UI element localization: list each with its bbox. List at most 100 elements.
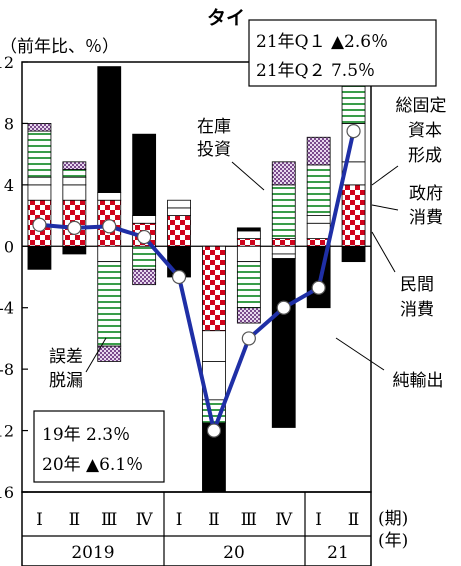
y-tick-label: -8	[0, 360, 14, 379]
label-fixed-capital-1: 総固定	[396, 96, 447, 116]
gdp-point	[67, 220, 82, 235]
chart-title: タイ	[207, 7, 245, 29]
bar-segment	[97, 261, 122, 347]
bar-segment	[97, 66, 122, 193]
quarter-growth-box	[248, 19, 437, 87]
annual-growth-box	[33, 410, 165, 483]
bar-segment	[132, 215, 157, 224]
year-label-20: 20	[223, 543, 245, 563]
bar-segment	[236, 230, 261, 240]
bar-segment	[27, 176, 52, 186]
bar-segment	[97, 345, 122, 362]
annual-growth-2019: 19年 2.3％	[42, 425, 130, 445]
bar-segment	[236, 307, 261, 324]
year-label-21: 21	[327, 543, 349, 563]
bar-segment	[271, 245, 296, 255]
label-inventory-2: 投資	[197, 140, 231, 160]
bar-segment	[27, 130, 52, 178]
bar-segment	[236, 238, 261, 247]
bar-segment	[271, 253, 296, 259]
y-tick-label: -4	[0, 299, 14, 318]
bar-segment	[132, 245, 157, 270]
bar-segment	[271, 238, 296, 247]
x-quarter-label: Ⅱ	[69, 510, 81, 530]
y-axis-label: （前年比、％）	[0, 37, 119, 57]
bar-segment	[306, 222, 331, 240]
leader-government	[371, 204, 399, 211]
x-unit-label: (期)	[378, 509, 408, 529]
bar-segment	[62, 169, 87, 178]
x-quarter-label: Ⅰ	[36, 510, 43, 530]
y-ticks: 12 8 4 0 -4 -8 -12 -16	[0, 53, 28, 502]
label-net-exports: 純輸出	[393, 371, 444, 391]
bar-segment	[236, 261, 261, 309]
bar-segment	[167, 215, 191, 247]
bar-segment	[62, 161, 87, 170]
x-quarter-label: Ⅱ	[348, 510, 360, 530]
y-tick-label: 8	[4, 114, 14, 133]
bar-segment	[306, 215, 331, 224]
gdp-point	[346, 124, 361, 139]
gdp-point	[241, 331, 256, 346]
bar-segment	[27, 184, 52, 201]
gdp-point	[171, 269, 187, 285]
bar-segment	[132, 268, 157, 286]
leader-inventory	[231, 161, 265, 191]
bar-segment	[97, 192, 122, 201]
gdp-point	[137, 229, 152, 245]
bar-segment	[236, 227, 261, 232]
bar-segment	[27, 123, 52, 132]
leader-fixed-capital	[371, 165, 399, 186]
year-unit-label: (年)	[378, 531, 408, 551]
bar-segment	[271, 258, 296, 428]
leader-net-exports	[335, 337, 385, 371]
label-error-2: 脱漏	[49, 371, 83, 391]
leader-error	[85, 337, 107, 373]
x-quarter-label: Ⅰ	[315, 510, 322, 530]
bar-segment	[132, 133, 157, 216]
gdp-point	[32, 217, 47, 232]
bar-segment	[167, 199, 191, 209]
bar-segment	[97, 245, 122, 263]
label-error-1: 誤差	[49, 347, 83, 367]
y-tick-label: 4	[4, 176, 14, 195]
gdp-line	[32, 124, 361, 438]
x-quarter-label: Ⅳ	[275, 510, 293, 530]
label-fixed-capital-3: 形成	[408, 146, 442, 166]
gdp-point	[206, 423, 222, 438]
annual-growth-2020: 20年 ▲6.1％	[42, 455, 143, 475]
bar-segment	[62, 176, 87, 186]
bar-segment	[167, 207, 191, 216]
y-tick-label: 12	[0, 53, 14, 72]
gdp-point	[276, 300, 291, 315]
label-fixed-capital-2: 資本	[408, 121, 442, 141]
gdp-point	[102, 219, 117, 234]
y-tick-label: -12	[0, 422, 14, 441]
bar-segment	[27, 245, 52, 270]
bar-segment	[236, 245, 261, 263]
quarter-growth-q1: 21年Q１ ▲2.6％	[256, 32, 388, 52]
x-quarter-label: Ⅲ	[101, 510, 117, 530]
bar-segment	[62, 245, 87, 255]
label-private-2: 消費	[400, 300, 434, 320]
x-quarter-label: Ⅱ	[208, 510, 220, 530]
label-government-2: 消費	[409, 208, 443, 228]
bar-segment	[306, 136, 331, 166]
bar-segment	[271, 161, 296, 186]
x-axis-table	[21, 491, 372, 566]
bar-segment	[341, 245, 366, 263]
year-label-2019: 2019	[71, 543, 114, 563]
quarter-growth-q2: 21年Q２ 7.5％	[256, 61, 375, 81]
bar-segment	[202, 245, 226, 332]
x-quarter-label: Ⅰ	[176, 510, 183, 530]
bar-segment	[202, 330, 226, 362]
gdp-point	[311, 280, 326, 295]
bar-segment	[62, 184, 87, 201]
bar-segment	[306, 164, 331, 216]
label-government-1: 政府	[409, 184, 443, 204]
x-quarter-label: Ⅳ	[136, 510, 154, 530]
leader-private	[371, 231, 396, 273]
label-private-1: 民間	[400, 275, 434, 295]
